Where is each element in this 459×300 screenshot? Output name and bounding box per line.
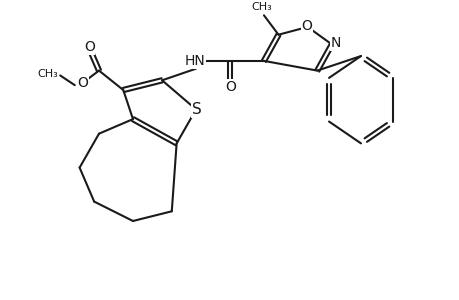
Text: O: O (84, 40, 95, 54)
Text: S: S (192, 102, 202, 117)
Text: CH₃: CH₃ (251, 2, 272, 12)
Text: N: N (330, 36, 340, 50)
Text: HN: HN (185, 54, 205, 68)
Text: CH₃: CH₃ (38, 70, 58, 80)
Text: O: O (77, 76, 88, 90)
Text: O: O (301, 19, 311, 33)
Text: O: O (225, 80, 236, 94)
